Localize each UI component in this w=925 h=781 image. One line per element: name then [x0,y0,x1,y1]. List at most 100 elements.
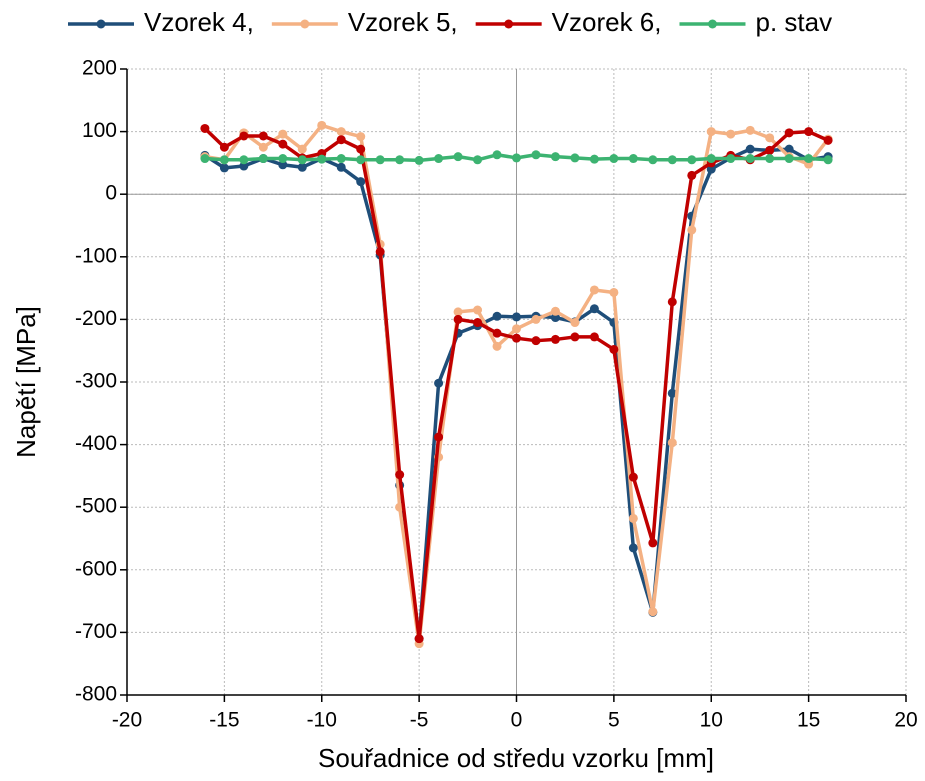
data-point [804,154,814,164]
data-point [745,144,755,154]
data-point [765,154,775,164]
data-point [434,378,444,388]
data-point [356,132,366,142]
data-point [570,332,580,342]
data-point [609,287,619,297]
data-point [687,225,697,235]
legend-marker [96,19,106,29]
data-point [628,472,638,482]
data-point [531,150,541,160]
y-tick-label: -700 [75,620,117,643]
data-point [317,120,327,130]
y-tick-label: -200 [75,307,117,330]
y-tick-label: -300 [75,370,117,393]
y-tick-label: -500 [75,495,117,518]
data-point [492,150,502,160]
data-point [297,162,307,172]
data-point [453,307,463,317]
data-point [531,314,541,324]
data-point [453,152,463,162]
data-point [667,388,677,398]
y-tick-label: -600 [75,557,117,580]
x-axis-label: Souřadnice od středu vzorku [mm] [318,743,714,773]
data-point [823,135,833,145]
data-point [706,154,716,164]
data-point [726,129,736,139]
data-point [336,154,346,164]
data-point [628,513,638,523]
data-point [395,155,405,165]
data-point [667,297,677,307]
data-point [667,438,677,448]
data-point [550,306,560,316]
data-point [589,332,599,342]
data-point [726,154,736,164]
data-point [239,161,249,171]
data-point [336,127,346,137]
x-tick-label: -20 [112,709,142,732]
data-point [473,305,483,315]
data-point [648,607,658,617]
data-point [453,314,463,324]
data-point [648,155,658,165]
x-tick-label: -15 [209,709,239,732]
data-point [745,125,755,135]
x-tick-label: -10 [307,709,337,732]
data-point [336,162,346,172]
data-point [375,247,385,257]
data-point [784,128,794,138]
data-point [550,334,560,344]
data-point [492,311,502,321]
data-point [784,154,794,164]
data-point [765,133,775,143]
data-point [570,153,580,163]
data-point [492,328,502,338]
data-point [512,324,521,334]
data-point [765,145,775,155]
data-point [628,543,638,553]
data-point [434,432,444,442]
data-point [687,155,697,165]
data-point [258,154,268,164]
data-point [745,154,755,164]
data-point [278,154,288,164]
x-tick-label: 5 [608,709,620,732]
data-point [434,154,444,164]
data-point [356,144,366,154]
x-tick-label: -5 [410,709,429,732]
data-point [706,164,716,174]
data-point [589,154,599,164]
data-point [395,470,405,480]
data-point [219,163,229,173]
data-point [336,135,346,145]
data-point [784,144,794,154]
data-point [297,144,307,154]
data-point [628,154,638,164]
y-tick-label: -100 [75,244,117,267]
x-tick-label: 10 [700,709,723,732]
legend-marker [707,19,717,29]
data-point [200,154,210,164]
data-point [414,634,424,644]
data-point [492,341,502,351]
data-point [317,154,327,164]
legend-label: p. stav [755,7,832,37]
legend-marker [504,19,514,29]
data-point [258,142,268,152]
x-tick-label: 20 [894,709,917,732]
legend-label: Vzorek 6, [552,7,662,37]
legend-label: Vzorek 4, [144,7,254,37]
data-point [278,160,288,170]
data-point [473,155,483,165]
data-point [356,155,366,165]
data-point [512,312,521,322]
data-point [297,155,307,165]
data-point [356,177,366,187]
y-tick-label: -800 [75,683,117,706]
data-point [804,127,814,137]
data-point [200,123,210,133]
data-point [375,155,385,165]
data-point [219,142,229,152]
legend-marker [300,19,310,29]
